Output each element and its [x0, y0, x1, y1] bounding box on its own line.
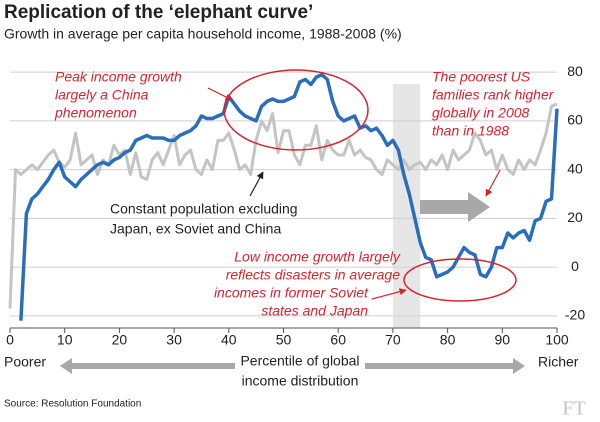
annotation: families rank higher [432, 87, 555, 103]
source: Source: Resolution Foundation [4, 399, 141, 410]
annotation: Low income growth largely [234, 249, 401, 265]
annotation: Peak income growth [55, 69, 182, 85]
y-tick-label: 0 [571, 258, 579, 274]
annotation: phenomenon [54, 105, 137, 121]
x-axis-label: income distribution [242, 373, 359, 389]
annotation: Constant population excluding [110, 201, 298, 217]
ellipse [403, 258, 517, 302]
x-tick-label: 50 [276, 332, 292, 348]
x-tick-label: 80 [440, 332, 456, 348]
chart-subtitle: Growth in average per capita household i… [4, 26, 402, 42]
x-tick-label: 10 [57, 332, 73, 348]
arrow [207, 87, 233, 101]
x-label-right: Richer [538, 354, 579, 370]
x-tick-label: 30 [166, 332, 182, 348]
annotation: Japan, ex Soviet and China [110, 221, 281, 237]
y-tick-label: 60 [567, 112, 583, 128]
annotation: incomes in former Soviet [214, 285, 369, 301]
x-tick-label: 0 [6, 332, 14, 348]
annotation: The poorest US [432, 69, 531, 85]
annotation: states and Japan [261, 303, 368, 319]
annotation: than in 1988 [432, 123, 509, 139]
annotation: globally in 2008 [432, 105, 530, 121]
x-tick-label: 90 [495, 332, 511, 348]
arrow [485, 169, 501, 197]
big-arrow [60, 358, 235, 374]
lines [8, 72, 559, 321]
y-tick-label: -20 [565, 307, 585, 323]
big-arrow [420, 192, 490, 222]
y-tick-label: 40 [567, 160, 583, 176]
x-tick-label: 20 [112, 332, 128, 348]
arrow [249, 171, 264, 197]
annotation: largely a China [55, 87, 149, 103]
big-arrow [365, 358, 525, 374]
x-axis-label: Percentile of global [240, 353, 359, 369]
x-tick-label: 70 [385, 332, 401, 348]
chart-title: Replication of the ‘elephant curve’ [4, 2, 313, 23]
x-label-left: Poorer [4, 354, 46, 370]
x-tick-label: 40 [221, 332, 237, 348]
annotation: reflects disasters in average [226, 267, 401, 283]
y-tick-label: 80 [567, 63, 583, 79]
x-tick-label: 100 [545, 332, 569, 348]
logo: FT [562, 398, 585, 420]
x-tick-label: 60 [330, 332, 346, 348]
ellipse [223, 69, 369, 151]
series-line [19, 72, 559, 321]
arrow [371, 288, 407, 300]
y-tick-label: 20 [567, 209, 583, 225]
